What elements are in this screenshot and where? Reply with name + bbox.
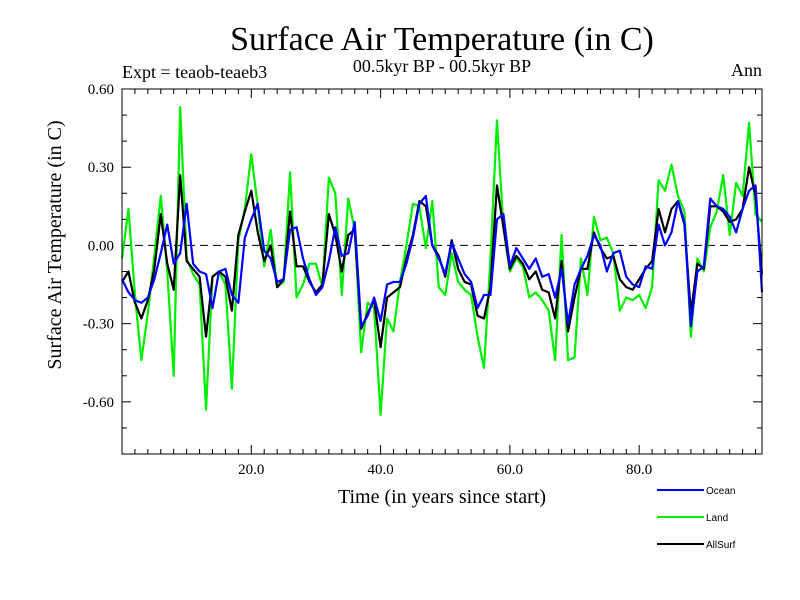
y-tick-label: 0.00 [88,238,114,254]
plot-frame [121,88,763,455]
legend-label-allsurf: AllSurf [706,540,736,551]
y-tick-label: -0.30 [83,317,114,333]
legend-label-ocean: Ocean [706,486,735,497]
x-axis-ticks: 20.0 40.0 60.0 80.0 [134,89,757,478]
season-label: Ann [731,60,762,80]
x-tick-label: 80.0 [626,462,652,478]
legend: Ocean Land AllSurf [657,486,736,551]
x-axis-title: Time (in years since start) [338,486,546,508]
series-line-ocean [121,184,764,328]
y-tick-label: 0.60 [88,82,114,98]
chart-title: Surface Air Temperature (in C) [230,21,654,58]
y-axis-title: Surface Air Temperature (in C) [44,120,66,369]
x-tick-label: 40.0 [367,462,393,478]
legend-label-land: Land [706,513,728,524]
y-tick-label: 0.30 [88,160,114,176]
series-lines [120,106,764,416]
x-tick-label: 20.0 [238,462,264,478]
period-label: 00.5kyr BP - 00.5kyr BP [353,56,531,76]
y-tick-label: -0.60 [83,395,114,411]
series-line-allsurf [121,166,764,349]
series-line-land [120,106,763,416]
x-tick-label: 60.0 [497,462,523,478]
y-axis-ticks: 0.60 0.30 0.00 -0.30 -0.60 [83,82,762,455]
experiment-label: Expt = teaob-teaeb3 [122,62,267,82]
